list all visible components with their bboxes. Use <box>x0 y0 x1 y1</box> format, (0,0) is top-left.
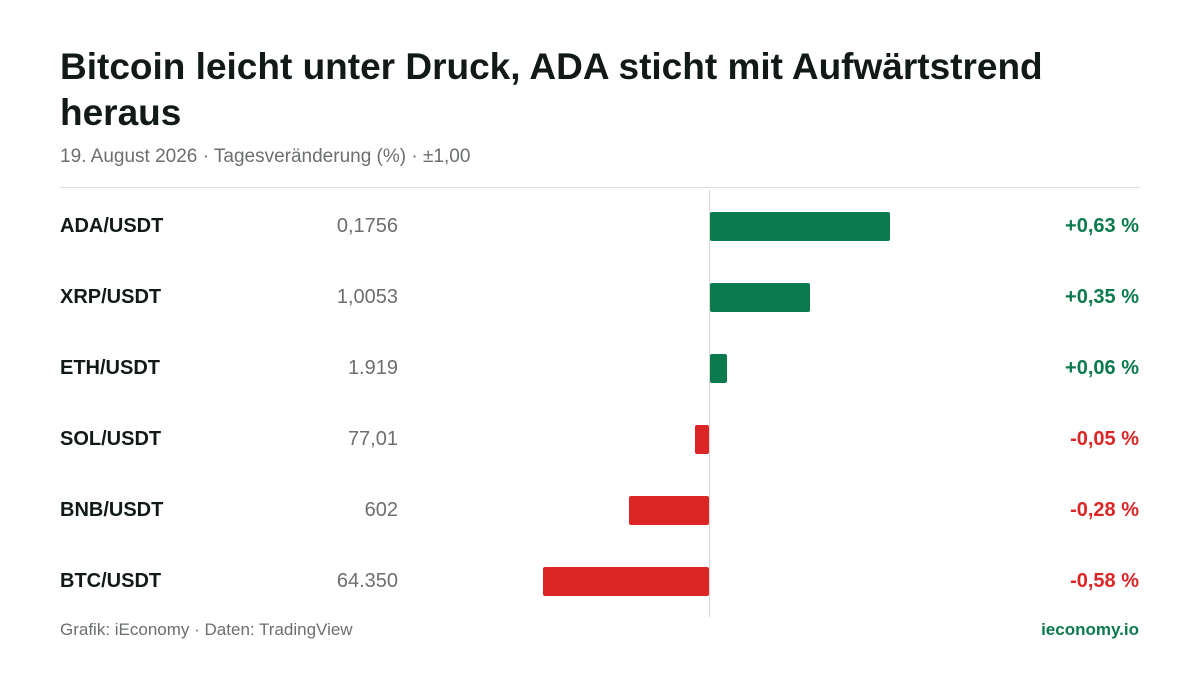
pair-label: ETH/USDT <box>60 357 160 379</box>
change-bar <box>543 567 709 596</box>
chart-row: ETH/USDT 1.919 +0,06 % <box>0 333 1200 404</box>
pair-label: BTC/USDT <box>60 570 162 592</box>
change-bar <box>710 283 811 312</box>
price-value: 1,0053 <box>336 286 398 308</box>
pair-label: SOL/USDT <box>60 428 162 450</box>
chart-row: BTC/USDT 64.350 -0,58 % <box>0 546 1200 617</box>
change-label: +0,35 % <box>1065 286 1139 308</box>
change-bar <box>628 496 709 525</box>
change-label: -0,58 % <box>1070 570 1139 592</box>
chart-title: Bitcoin leicht unter Druck, ADA sticht m… <box>60 46 1043 133</box>
change-bar <box>710 354 728 383</box>
header-divider <box>60 187 1140 188</box>
change-bar <box>710 212 891 241</box>
change-label: +0,06 % <box>1065 357 1139 379</box>
change-label: +0,63 % <box>1065 215 1139 237</box>
chart-subtitle: 19. August 2026 · Tagesveränderung (%) ·… <box>60 146 471 167</box>
chart-row: XRP/USDT 1,0053 +0,35 % <box>0 262 1200 333</box>
chart-row: ADA/USDT 0,1756 +0,63 % <box>0 191 1200 262</box>
pair-label: BNB/USDT <box>60 499 164 521</box>
pair-label: ADA/USDT <box>60 215 164 237</box>
zero-axis-line <box>709 190 710 617</box>
chart-row: BNB/USDT 602 -0,28 % <box>0 475 1200 546</box>
price-value: 602 <box>364 499 398 521</box>
pair-label: XRP/USDT <box>60 286 162 308</box>
price-value: 0,1756 <box>336 215 398 237</box>
price-value: 64.350 <box>336 570 398 592</box>
chart-row: SOL/USDT 77,01 -0,05 % <box>0 404 1200 475</box>
change-label: -0,28 % <box>1070 499 1139 521</box>
price-value: 1.919 <box>347 357 398 379</box>
change-label: -0,05 % <box>1070 428 1139 450</box>
price-value: 77,01 <box>347 428 398 450</box>
source-credit: Grafik: iEconomy · Daten: TradingView <box>60 620 353 639</box>
brand-link[interactable]: ieconomy.io <box>1041 620 1139 639</box>
change-bar <box>694 425 709 454</box>
